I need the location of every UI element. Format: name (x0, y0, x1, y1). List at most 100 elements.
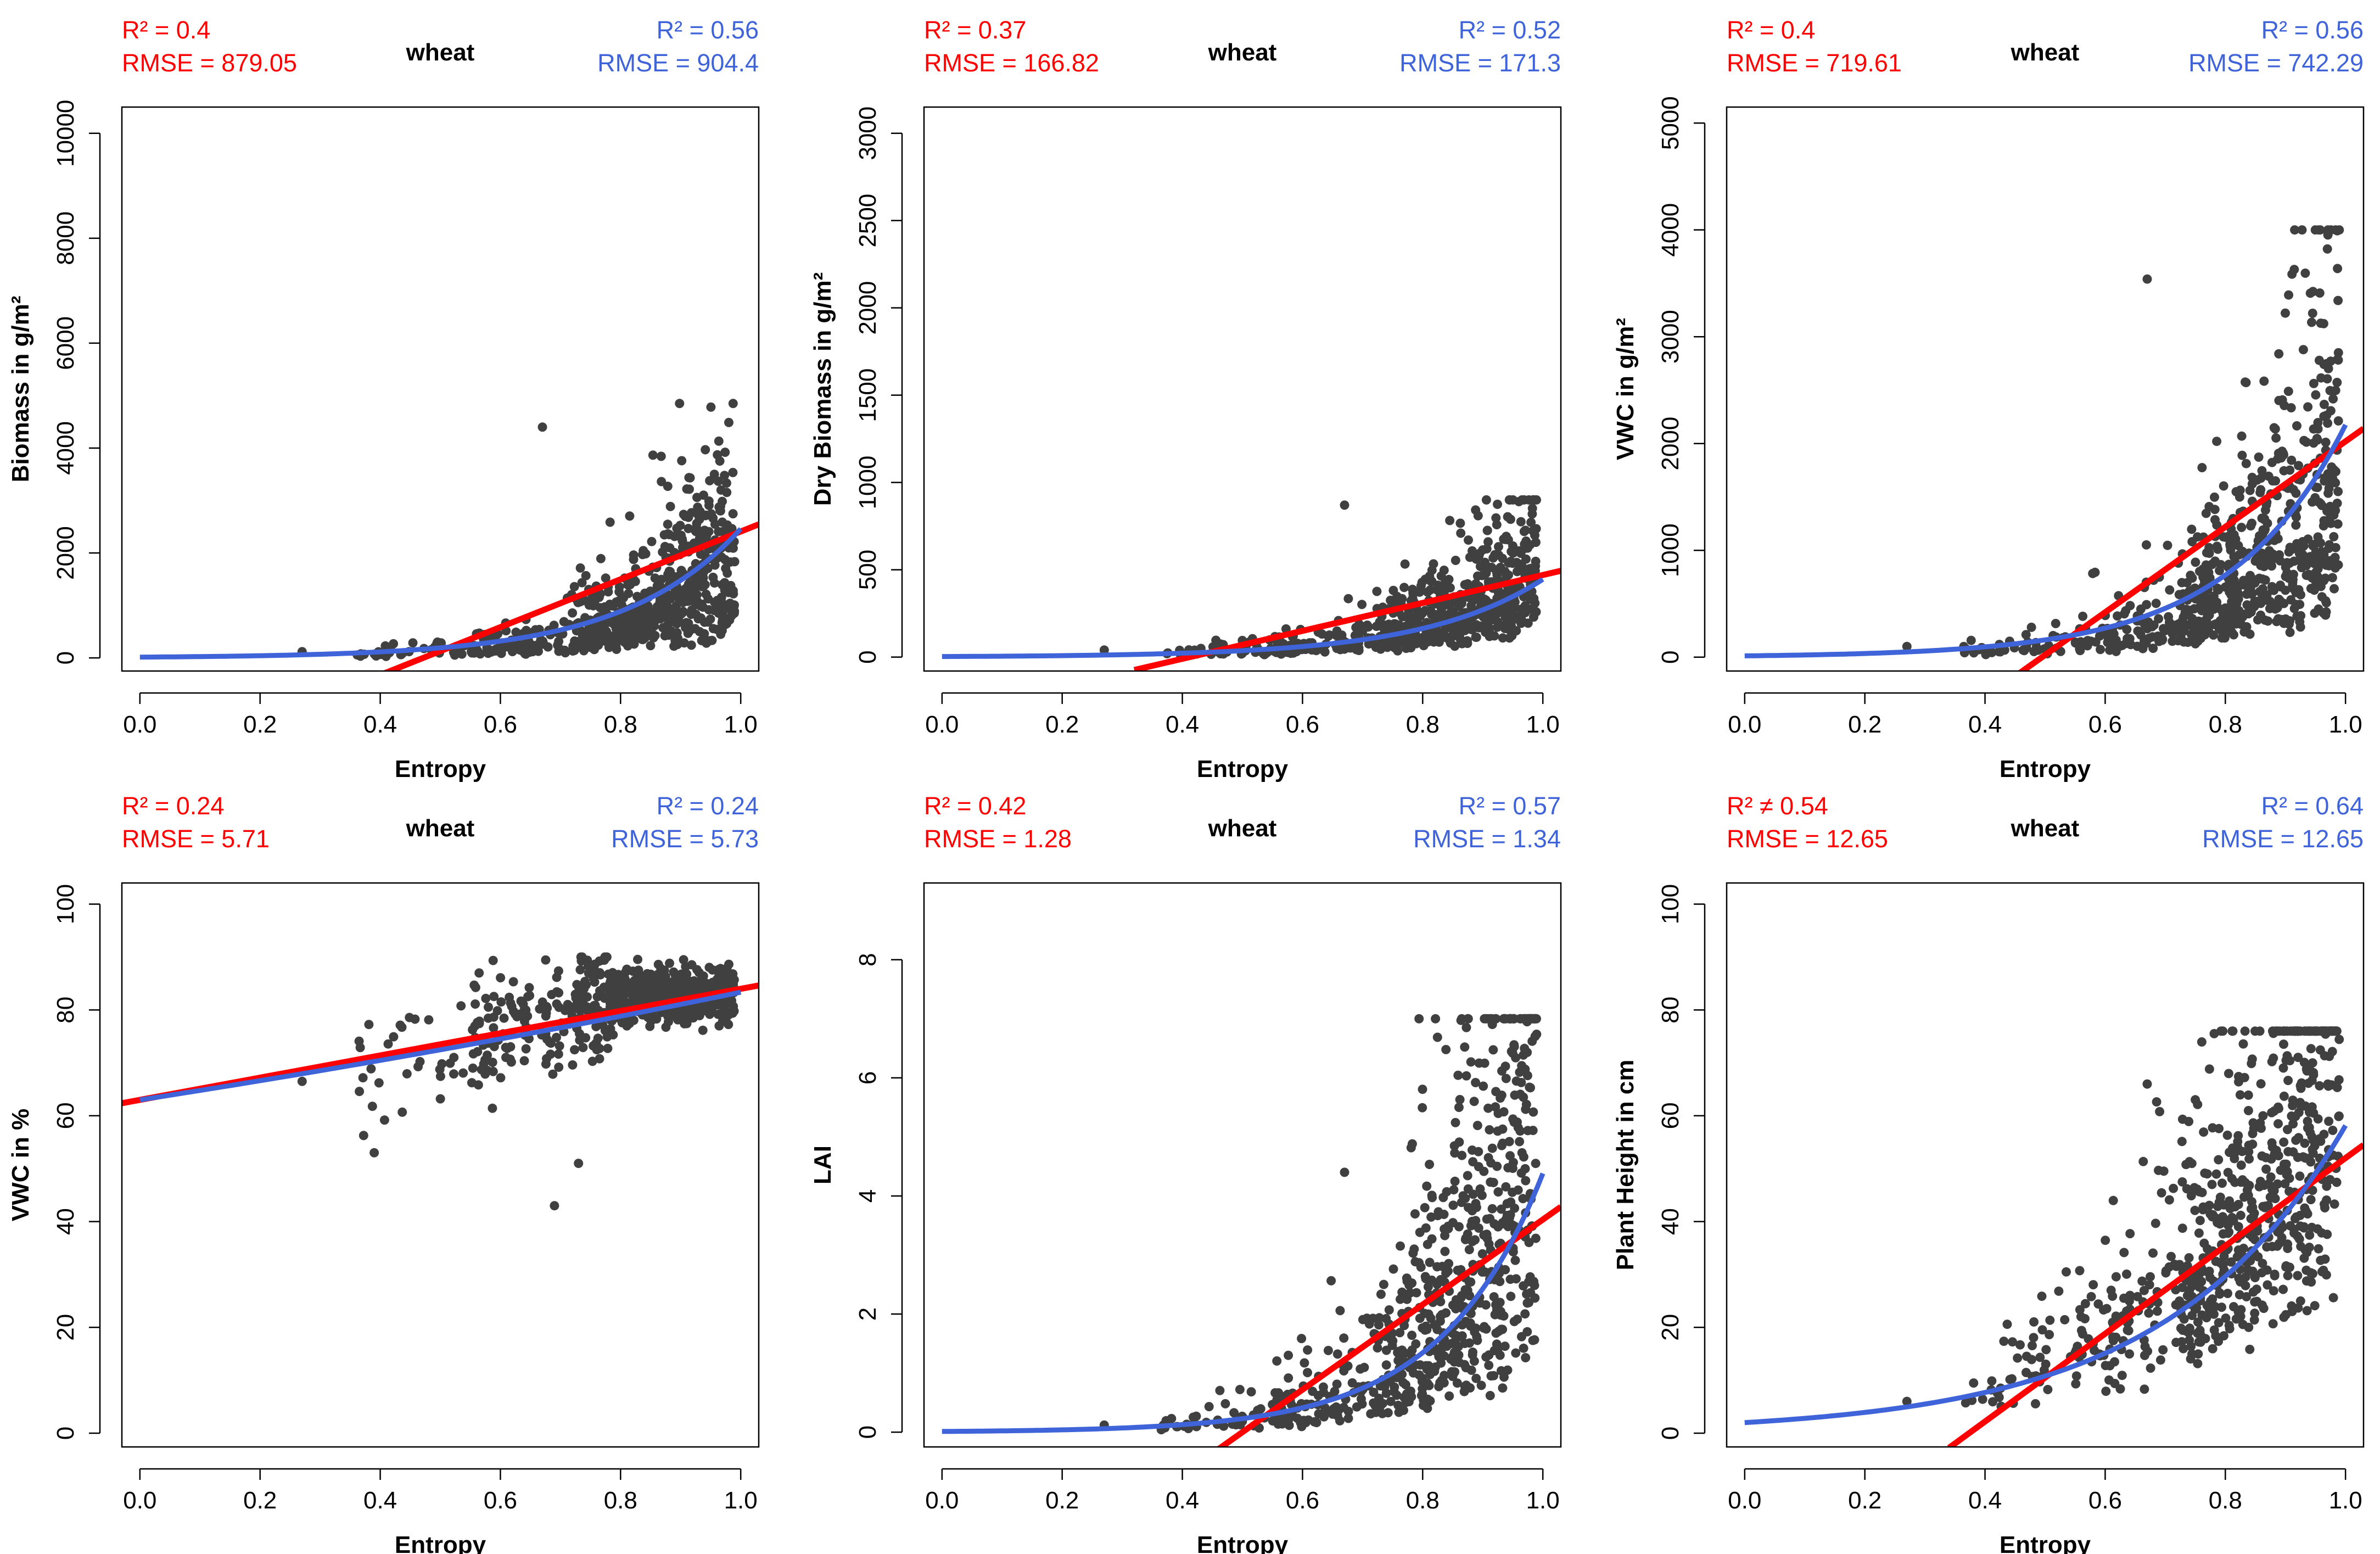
data-point (1436, 628, 1446, 638)
data-point (1902, 641, 1912, 651)
data-point (1443, 1266, 1453, 1276)
data-point (640, 588, 650, 598)
data-point (1388, 1264, 1398, 1274)
data-point (692, 597, 702, 607)
data-point (2284, 1173, 2294, 1183)
data-point (2311, 567, 2321, 577)
data-point (715, 506, 725, 516)
data-point (367, 1102, 377, 1111)
data-point (1524, 1277, 1533, 1287)
linear-rmse-label: RMSE = 719.61 (1727, 49, 1902, 77)
data-point (718, 517, 727, 527)
data-point (2209, 630, 2219, 640)
data-point (542, 1054, 551, 1064)
data-point (628, 637, 638, 647)
data-point (2204, 1064, 2214, 1074)
data-point (721, 1016, 731, 1026)
data-point (578, 988, 587, 998)
data-point (2238, 612, 2248, 622)
data-point (2029, 1333, 2039, 1343)
data-point (2193, 1317, 2203, 1327)
data-point (1323, 1345, 1333, 1355)
plot-frame (1726, 882, 2365, 1448)
data-point (2146, 1272, 2155, 1282)
data-point (2021, 630, 2031, 640)
data-point (2269, 1286, 2278, 1296)
data-point (2237, 431, 2247, 441)
data-point (2152, 1097, 2161, 1107)
data-point (1435, 1316, 1445, 1326)
data-point (2235, 485, 2245, 495)
data-point (1404, 1281, 1414, 1290)
y-tick-label: 0 (854, 650, 881, 663)
data-point (611, 997, 620, 1007)
exp-r2-label: R² = 0.52 (1459, 16, 1561, 44)
data-point (2296, 611, 2306, 621)
data-point (2310, 608, 2320, 618)
data-point (474, 968, 484, 978)
data-point (2243, 1090, 2253, 1100)
data-point (1485, 1125, 1494, 1134)
panel-title: wheat (2011, 815, 2080, 842)
data-point (355, 1087, 365, 1097)
data-point (2252, 575, 2261, 585)
exponential-fit-line (942, 1172, 1545, 1434)
data-point (698, 1004, 708, 1014)
data-point (1420, 1272, 1430, 1282)
data-point (621, 997, 631, 1007)
data-point (1510, 1090, 1520, 1100)
data-point (725, 557, 735, 567)
data-point (2244, 1322, 2254, 1332)
data-point (685, 484, 694, 494)
data-point (714, 436, 724, 446)
data-point (2181, 1160, 2191, 1170)
data-point (2294, 461, 2304, 471)
x-tick-label: 0.6 (1286, 1487, 1319, 1514)
data-point (2227, 1173, 2237, 1183)
data-point (2175, 1260, 2185, 1270)
data-point (2236, 1210, 2245, 1220)
data-point (713, 450, 723, 460)
data-point (2317, 1267, 2327, 1277)
data-point (1318, 1382, 1328, 1392)
y-axis: 0 500 1000 1500 2000 2500 3000 Dry Biomass in g… (809, 107, 903, 664)
data-point (690, 589, 699, 599)
data-point (2208, 1344, 2217, 1354)
data-point (2334, 1111, 2344, 1121)
data-point (1450, 641, 1460, 651)
data-point (2267, 1108, 2277, 1117)
data-point (2286, 1221, 2295, 1231)
data-point (2026, 622, 2036, 632)
data-point (405, 1013, 415, 1022)
data-point (704, 605, 714, 614)
data-point (1440, 1246, 1450, 1256)
data-point (445, 1058, 455, 1068)
data-point (683, 1013, 693, 1023)
data-point (1519, 1152, 1528, 1162)
data-point (2196, 617, 2205, 627)
exp-rmse-label: RMSE = 742.29 (2188, 49, 2364, 77)
data-point (2235, 1090, 2245, 1100)
data-point (2290, 225, 2300, 235)
data-point (646, 641, 656, 651)
data-point (1425, 1160, 1435, 1169)
data-point (542, 1003, 552, 1013)
data-point (1483, 1103, 1493, 1113)
data-point (2283, 1244, 2293, 1253)
data-point (2111, 635, 2121, 645)
data-point (581, 571, 591, 580)
data-point (1521, 1104, 1531, 1114)
data-point (2281, 572, 2291, 582)
data-point (1415, 1313, 1425, 1323)
data-point (1493, 499, 1502, 509)
data-point (2320, 1203, 2329, 1212)
y-tick-label: 4000 (52, 421, 79, 475)
data-point (2279, 450, 2288, 460)
data-point (2211, 1256, 2221, 1266)
y-tick-label: 2000 (52, 526, 79, 580)
data-point (1492, 520, 1502, 529)
data-point (1372, 586, 1382, 596)
data-point (695, 627, 704, 636)
data-point (2088, 1280, 2098, 1290)
